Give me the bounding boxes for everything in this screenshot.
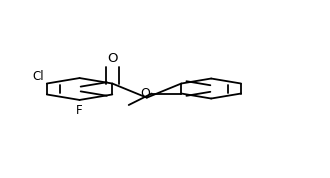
Text: Cl: Cl	[33, 70, 44, 83]
Text: F: F	[76, 104, 83, 117]
Text: O: O	[141, 87, 150, 100]
Text: O: O	[107, 52, 117, 65]
